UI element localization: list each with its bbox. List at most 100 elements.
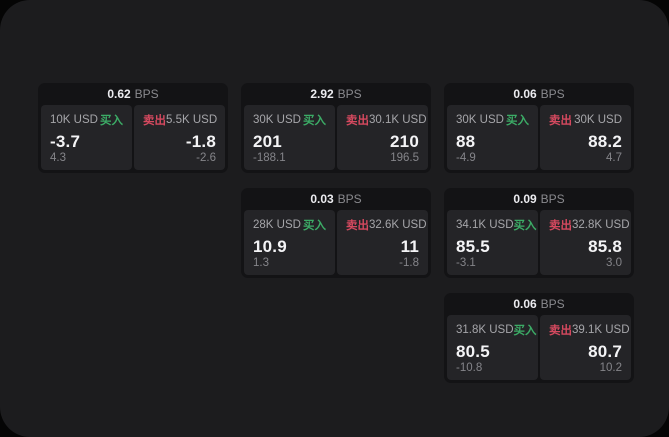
buy-panel[interactable]: 30K USD 买入 88 -4.9 (447, 105, 538, 170)
bps-unit-label: BPS (540, 192, 565, 206)
buy-panel[interactable]: 30K USD 买入 201 -188.1 (244, 105, 335, 170)
card-header: 0.06 BPS (447, 83, 631, 105)
bps-unit-label: BPS (337, 192, 362, 206)
sell-panel[interactable]: 卖出 5.5K USD -1.8 -2.6 (134, 105, 225, 170)
bps-value: 0.06 (513, 87, 537, 101)
buy-meta-row: 31.8K USD 买入 (456, 322, 537, 338)
card-header: 0.09 BPS (447, 188, 631, 210)
sell-change: 4.7 (606, 152, 622, 164)
bps-unit-label: BPS (540, 297, 565, 311)
buy-change: 1.3 (253, 257, 269, 269)
sell-change: 10.2 (599, 362, 622, 374)
buy-tag: 买入 (100, 115, 123, 127)
sell-meta-row: 卖出 32.8K USD (549, 217, 630, 233)
sell-tag: 卖出 (549, 115, 572, 127)
sell-amount: 30K USD (574, 114, 622, 126)
bps-value: 0.03 (310, 192, 334, 206)
card-header: 0.03 BPS (244, 188, 428, 210)
sell-meta-row: 卖出 30K USD (549, 112, 622, 128)
buy-tag: 买入 (303, 115, 326, 127)
sell-change: -1.8 (399, 257, 419, 269)
sell-tag: 卖出 (346, 115, 369, 127)
buy-tag: 买入 (303, 220, 326, 232)
bps-unit-label: BPS (540, 87, 565, 101)
sell-panel[interactable]: 卖出 39.1K USD 80.7 10.2 (540, 315, 631, 380)
buy-price: 80.5 (456, 342, 490, 361)
bps-value: 0.09 (513, 192, 537, 206)
sell-tag: 卖出 (143, 115, 166, 127)
buy-change: -4.9 (456, 152, 476, 164)
sell-price: 210 (390, 132, 419, 151)
buy-tag: 买入 (513, 325, 537, 337)
buy-panel[interactable]: 31.8K USD 买入 80.5 -10.8 (447, 315, 538, 380)
buy-amount: 30K USD (456, 114, 504, 126)
bps-unit-label: BPS (337, 87, 362, 101)
sell-tag: 卖出 (549, 220, 572, 232)
sell-panel[interactable]: 卖出 30K USD 88.2 4.7 (540, 105, 631, 170)
sell-amount: 30.1K USD (369, 114, 427, 126)
buy-change: -3.1 (456, 257, 476, 269)
sell-amount: 32.6K USD (369, 219, 427, 231)
sell-change: 196.5 (390, 152, 419, 164)
buy-meta-row: 10K USD 买入 (50, 112, 123, 128)
sell-meta-row: 卖出 5.5K USD (143, 112, 218, 128)
buy-price: 201 (253, 132, 282, 151)
card-header: 2.92 BPS (244, 83, 428, 105)
buy-meta-row: 30K USD 买入 (456, 112, 529, 128)
quote-card: 0.62 BPS 10K USD 买入 -3.7 4.3 卖出 5.5K USD … (38, 83, 228, 173)
bps-unit-label: BPS (134, 87, 159, 101)
sell-meta-row: 卖出 39.1K USD (549, 322, 630, 338)
buy-tag: 买入 (513, 220, 537, 232)
quote-card: 2.92 BPS 30K USD 买入 201 -188.1 卖出 30.1K U… (241, 83, 431, 173)
buy-sell-panels: 28K USD 买入 10.9 1.3 卖出 32.6K USD 11 -1.8 (244, 210, 428, 275)
buy-sell-panels: 10K USD 买入 -3.7 4.3 卖出 5.5K USD -1.8 -2.… (41, 105, 225, 170)
buy-price: 10.9 (253, 237, 287, 256)
bps-value: 0.06 (513, 297, 537, 311)
sell-amount: 32.8K USD (572, 219, 630, 231)
buy-panel[interactable]: 28K USD 买入 10.9 1.3 (244, 210, 335, 275)
sell-tag: 卖出 (346, 220, 369, 232)
buy-tag: 买入 (506, 115, 529, 127)
buy-amount: 10K USD (50, 114, 98, 126)
buy-change: -10.8 (456, 362, 483, 374)
sell-tag: 卖出 (549, 325, 572, 337)
buy-meta-row: 34.1K USD 买入 (456, 217, 537, 233)
card-header: 0.06 BPS (447, 293, 631, 315)
buy-panel[interactable]: 10K USD 买入 -3.7 4.3 (41, 105, 132, 170)
bps-value: 2.92 (310, 87, 334, 101)
sell-change: -2.6 (196, 152, 216, 164)
sell-price: 85.8 (588, 237, 622, 256)
sell-amount: 5.5K USD (166, 114, 218, 126)
sell-change: 3.0 (606, 257, 622, 269)
bps-value: 0.62 (107, 87, 131, 101)
sell-price: -1.8 (185, 132, 216, 151)
sell-price: 11 (400, 237, 419, 256)
sell-panel[interactable]: 卖出 32.8K USD 85.8 3.0 (540, 210, 631, 275)
buy-amount: 31.8K USD (456, 324, 514, 336)
buy-price: -3.7 (50, 132, 81, 151)
buy-price: 88 (456, 132, 476, 151)
sell-amount: 39.1K USD (572, 324, 630, 336)
card-header: 0.62 BPS (41, 83, 225, 105)
quote-card: 0.06 BPS 30K USD 买入 88 -4.9 卖出 30K USD 88… (444, 83, 634, 173)
buy-meta-row: 28K USD 买入 (253, 217, 326, 233)
buy-amount: 28K USD (253, 219, 301, 231)
quote-card: 0.06 BPS 31.8K USD 买入 80.5 -10.8 卖出 39.1K… (444, 293, 634, 383)
sell-meta-row: 卖出 30.1K USD (346, 112, 427, 128)
sell-panel[interactable]: 卖出 30.1K USD 210 196.5 (337, 105, 428, 170)
quote-card: 0.03 BPS 28K USD 买入 10.9 1.3 卖出 32.6K USD… (241, 188, 431, 278)
buy-price: 85.5 (456, 237, 490, 256)
quote-card: 0.09 BPS 34.1K USD 买入 85.5 -3.1 卖出 32.8K … (444, 188, 634, 278)
buy-panel[interactable]: 34.1K USD 买入 85.5 -3.1 (447, 210, 538, 275)
buy-sell-panels: 34.1K USD 买入 85.5 -3.1 卖出 32.8K USD 85.8… (447, 210, 631, 275)
buy-sell-panels: 30K USD 买入 201 -188.1 卖出 30.1K USD 210 1… (244, 105, 428, 170)
buy-sell-panels: 30K USD 买入 88 -4.9 卖出 30K USD 88.2 4.7 (447, 105, 631, 170)
sell-price: 80.7 (588, 342, 622, 361)
sell-panel[interactable]: 卖出 32.6K USD 11 -1.8 (337, 210, 428, 275)
buy-amount: 34.1K USD (456, 219, 514, 231)
buy-amount: 30K USD (253, 114, 301, 126)
buy-sell-panels: 31.8K USD 买入 80.5 -10.8 卖出 39.1K USD 80.… (447, 315, 631, 380)
